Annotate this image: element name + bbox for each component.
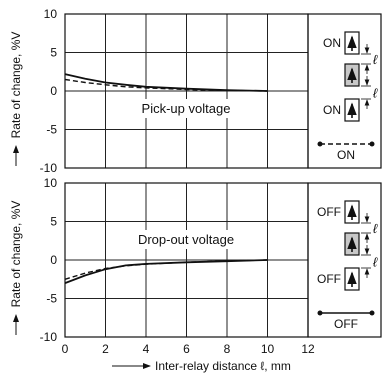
y-tick-label: 10 <box>44 176 58 190</box>
x-tick-label: 12 <box>301 342 315 356</box>
x-tick-label: 10 <box>261 342 275 356</box>
series-line-solid <box>64 73 268 92</box>
line-key-dot <box>317 310 323 316</box>
line-key-dot <box>317 141 323 147</box>
chart-panel-0: 10 5 0 -5 -10 Rate of change, %V Pick-up volta… <box>9 7 382 175</box>
annotation-background <box>124 230 248 249</box>
x-tick-label: 2 <box>102 342 109 356</box>
distance-symbol: ℓ <box>373 221 378 236</box>
legend-frame <box>307 13 382 169</box>
y-axis-label: Rate of change, %V <box>9 201 23 308</box>
y-tick-label: -5 <box>46 123 57 137</box>
x-tick-label: 4 <box>143 342 150 356</box>
y-tick-label: 10 <box>44 7 58 21</box>
line-style-key-label: ON <box>337 148 355 162</box>
distance-symbol: ℓ <box>373 86 378 101</box>
relay-state-label: OFF <box>317 272 341 286</box>
distance-symbol: ℓ <box>373 52 378 67</box>
annotation-background <box>124 99 248 118</box>
relay-state-label: ON <box>323 103 341 117</box>
y-tick-label: -10 <box>40 330 58 344</box>
line-key-dot <box>369 310 375 316</box>
x-tick-label: 6 <box>183 342 190 356</box>
line-style-key-label: OFF <box>334 317 358 331</box>
y-axis-label: Rate of change, %V <box>9 32 23 139</box>
x-tick-label: 0 <box>62 342 69 356</box>
y-tick-label: 0 <box>50 84 57 98</box>
x-tick-label: 8 <box>224 342 231 356</box>
y-tick-label: 5 <box>50 215 57 229</box>
chart-panel-1: 10 5 0 -5 -10 0 2 4 6 8 10 12 Rate of change, %V Drop… <box>9 176 382 373</box>
x-axis-label: Inter-relay distance ℓ, mm <box>155 359 291 373</box>
y-tick-label: -10 <box>40 161 58 175</box>
series-line-solid <box>64 259 268 284</box>
y-tick-label: -5 <box>46 292 57 306</box>
distance-symbol: ℓ <box>373 255 378 270</box>
y-tick-label: 0 <box>50 253 57 267</box>
y-tick-label: 5 <box>50 46 57 60</box>
series-line-dashed <box>64 78 268 92</box>
curve-annotation: Pick-up voltage <box>142 101 231 116</box>
relay-state-label: ON <box>323 36 341 50</box>
relay-state-label: OFF <box>317 205 341 219</box>
curve-annotation: Drop-out voltage <box>138 232 234 247</box>
legend-frame <box>307 182 382 338</box>
line-key-dot <box>369 141 375 147</box>
series-line-dashed <box>64 259 268 280</box>
